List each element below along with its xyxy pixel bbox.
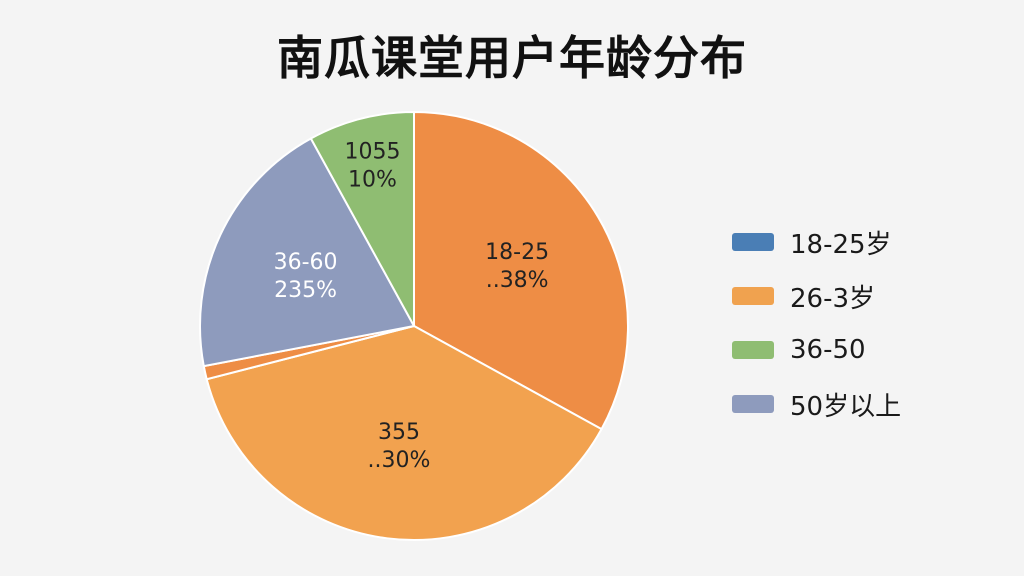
pie-slice-label: 36-60 xyxy=(274,250,338,275)
pie-slice-label: 10% xyxy=(348,167,397,192)
chart-legend: 18-25岁 26-3岁 36-50 50岁以上 xyxy=(732,222,901,438)
legend-item-36-50: 36-50 xyxy=(732,330,901,370)
legend-label: 26-3岁 xyxy=(790,283,876,314)
legend-swatch xyxy=(732,287,774,305)
pie-slice xyxy=(413,110,629,431)
pie-slice-labels: 18-25 ..38% 355 ..30% 36-60 235% 1055 10% xyxy=(274,139,550,473)
legend-swatch xyxy=(732,395,774,413)
legend-item-18-25: 18-25岁 xyxy=(732,222,901,262)
legend-item-50-plus: 50岁以上 xyxy=(732,384,901,424)
pie-slice xyxy=(205,324,603,541)
legend-item-26-3: 26-3岁 xyxy=(732,276,901,316)
legend-label: 18-25岁 xyxy=(790,229,892,260)
pie-slice-label: ..38% xyxy=(486,268,549,293)
pie-slice-label: ..30% xyxy=(368,448,431,473)
pie-slice-label: 235% xyxy=(274,278,337,303)
pie-slices xyxy=(199,110,629,541)
pie-slice xyxy=(309,110,415,327)
legend-swatch xyxy=(732,341,774,359)
legend-label: 36-50 xyxy=(790,335,866,365)
pie-slice-label: 355 xyxy=(378,420,420,445)
legend-swatch xyxy=(732,233,774,251)
pie-slice-label: 1055 xyxy=(344,139,400,164)
chart-title: 南瓜课堂用户年龄分布 xyxy=(277,31,747,85)
pie-slice-label: 18-25 xyxy=(485,240,549,265)
legend-label: 50岁以上 xyxy=(790,391,902,422)
pie-slice xyxy=(199,137,416,368)
